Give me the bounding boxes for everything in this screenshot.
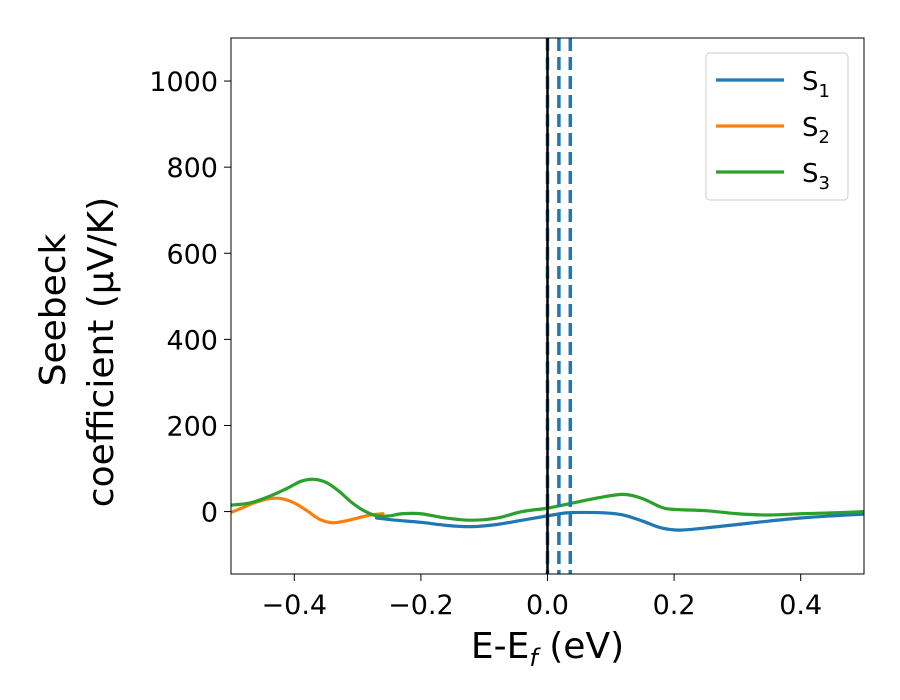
legend-label: S1 [802, 67, 830, 102]
y-tick-label: 1000 [149, 67, 218, 98]
x-tick-label: 0.2 [653, 590, 696, 621]
y-axis-label-line2: coefficient (μV/K) [81, 197, 122, 507]
y-tick-label: 0 [201, 498, 218, 529]
x-tick-label: −0.2 [388, 590, 454, 621]
y-tick-label: 800 [166, 153, 218, 184]
y-tick-label: 600 [166, 239, 218, 270]
vline-layer [545, 38, 573, 574]
series-line-S3 [231, 477, 864, 522]
x-axis-ticks: −0.4 −0.2 0.0 0.2 0.4 [262, 574, 822, 621]
series-layer [231, 477, 864, 532]
y-tick-label: 400 [166, 325, 218, 356]
legend-label: S2 [802, 113, 830, 148]
x-tick-label: −0.4 [262, 590, 328, 621]
x-tick-label: 0.4 [779, 590, 822, 621]
legend-label: S3 [802, 159, 830, 194]
x-tick-label: 0.0 [526, 590, 569, 621]
x-axis-label: E-Ef (eV) [471, 626, 624, 672]
y-axis-label-line1: Seebeck [33, 233, 74, 386]
series-line-S1 [374, 510, 864, 532]
legend: S1 S2 S3 [705, 52, 849, 201]
y-tick-label: 200 [166, 411, 218, 442]
y-axis-label: Seebeck coefficient (μV/K) [33, 197, 122, 507]
y-axis-ticks: 0 200 400 600 800 1000 [149, 67, 231, 529]
